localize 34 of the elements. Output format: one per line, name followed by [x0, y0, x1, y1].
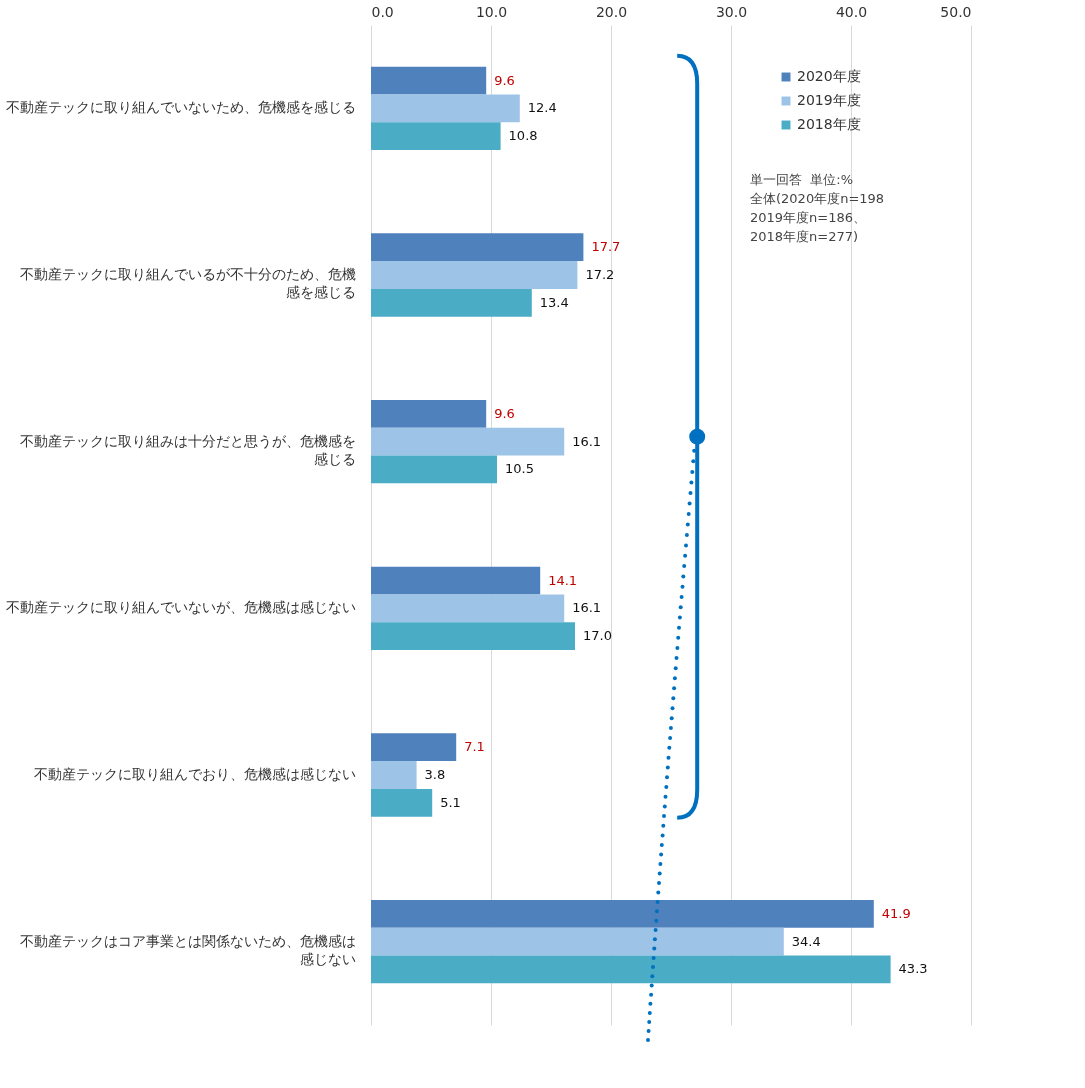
- x-tick-label: 50.0: [940, 3, 972, 20]
- data-label: 12.4: [527, 100, 557, 116]
- y-tick-label: 不動産テックに取り組んでいないため、危機感を感じる: [5, 99, 356, 116]
- data-label: 17.0: [583, 628, 612, 644]
- data-label: 41.9: [881, 905, 911, 921]
- data-label: 16.1: [572, 600, 602, 616]
- x-tick-label: 40.0: [835, 3, 868, 20]
- legend-label: 2020年度: [797, 68, 861, 84]
- data-label: 13.4: [539, 294, 569, 310]
- y-tick-label: 不動産テックに取り組んでいるが不十分のため、危機感を感じる: [19, 266, 356, 300]
- y-tick-label: 不動産テックはコア事業とは関係ないため、危機感は感じない: [19, 932, 356, 967]
- x-tick-label: 10.0: [475, 3, 508, 20]
- data-label: 7.1: [464, 739, 485, 755]
- y-tick-label: 不動産テックに取り組んでおり、危機感は感じない: [33, 766, 356, 782]
- data-label: 3.8: [424, 767, 446, 782]
- y-tick-label: 不動産テックに取り組んでいないが、危機感は感じない: [5, 599, 356, 616]
- annotation: 単一回答 単位:% 全体(2020年度n=198 2019年度n=186、 2018年度n=277): [750, 171, 885, 246]
- y-tick-label: 不動産テックに取り組みは十分だと思うが、危機感を感じる: [19, 432, 356, 467]
- x-tick-label: 0.0: [371, 3, 394, 20]
- data-label: 14.1: [548, 572, 578, 588]
- x-tick-label: 30.0: [715, 3, 748, 20]
- x-tick-label: 20.0: [595, 3, 628, 20]
- data-label: 10.5: [505, 461, 534, 477]
- data-label: 9.6: [494, 405, 515, 421]
- data-label: 43.3: [898, 961, 928, 977]
- data-label: 17.2: [585, 267, 615, 282]
- data-label: 5.1: [440, 794, 461, 810]
- data-label: 9.6: [494, 72, 515, 88]
- legend-label: 2019年度: [797, 92, 861, 108]
- data-label: 16.1: [572, 433, 602, 449]
- data-label: 17.7: [591, 239, 621, 255]
- data-label: 10.8: [508, 128, 538, 144]
- legend-label: 2018年度: [797, 116, 861, 132]
- data-label: 34.4: [791, 933, 821, 949]
